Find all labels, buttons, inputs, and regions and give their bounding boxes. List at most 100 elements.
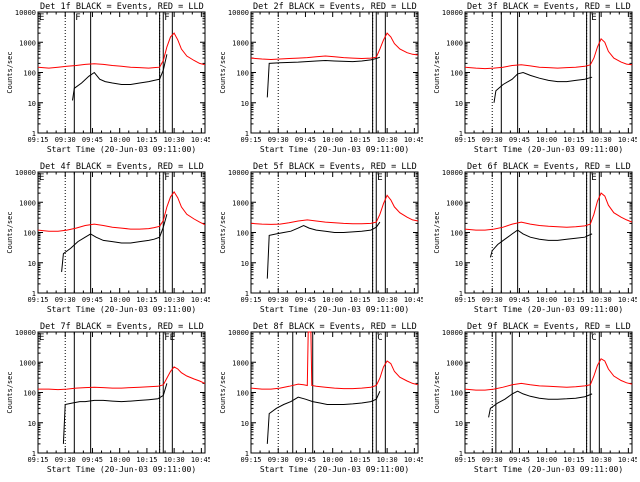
det-1f-panel: Det 1f BLACK = Events, RED = LLD 1 10 100 10… [0, 0, 212, 158]
lld-series-line [464, 358, 633, 391]
x-tick-label: 09:45 [82, 296, 103, 304]
lld-series-line [37, 191, 206, 232]
y-tick-label: 10 [455, 100, 463, 108]
y-axis-label: Counts/sec [6, 211, 14, 253]
lld-series-line [250, 194, 419, 225]
x-tick-label: 09:15 [27, 296, 48, 304]
x-tick-label: 10:15 [563, 136, 584, 144]
x-tick-label: 10:15 [349, 456, 370, 464]
det-1f-chart: Det 1f BLACK = Events, RED = LLD 1 10 100 10… [6, 2, 212, 154]
x-axis-label: Start Time (20-Jun-03 09:11:00) [260, 145, 409, 154]
x-tick-label: 10:15 [563, 296, 584, 304]
y-tick-label: 10 [455, 260, 463, 268]
y-tick-label: 1 [245, 130, 249, 138]
events-series-line [61, 214, 168, 272]
events-series-line [62, 383, 168, 444]
y-tick-label: 100 [450, 70, 463, 78]
lld-series-line [38, 366, 206, 391]
interval-letter: E [591, 173, 596, 183]
x-tick-label: 09:45 [295, 296, 316, 304]
x-tick-label: 10:45 [618, 136, 637, 144]
x-tick-label: 10:15 [349, 296, 370, 304]
interval-letter: F [75, 13, 80, 23]
y-tick-label: 10000 [442, 169, 463, 177]
x-tick-label: 10:45 [191, 296, 210, 304]
x-tick-label: 10:30 [377, 456, 398, 464]
y-tick-label: 100 [450, 230, 463, 238]
x-tick-label: 09:30 [482, 296, 503, 304]
x-axis-label: Start Time (20-Jun-03 09:11:00) [260, 305, 409, 314]
x-tick-label: 10:45 [191, 456, 210, 464]
x-tick-label: 10:00 [322, 296, 343, 304]
x-tick-label: 10:45 [191, 136, 210, 144]
chart-title: Det 5f BLACK = Events, RED = LLD [253, 162, 417, 172]
events-series-line [489, 229, 593, 258]
chart-title: Det 6f BLACK = Events, RED = LLD [467, 162, 631, 172]
x-tick-label: 10:45 [404, 136, 423, 144]
y-tick-label: 1000 [19, 39, 36, 47]
x-tick-label: 10:00 [109, 296, 130, 304]
y-tick-label: 10000 [15, 9, 36, 17]
interval-letter: E [591, 13, 596, 23]
plot-frame [37, 331, 206, 454]
x-tick-label: 09:45 [295, 136, 316, 144]
y-tick-label: 10000 [442, 9, 463, 17]
y-tick-label: 1000 [446, 39, 463, 47]
x-tick-label: 10:30 [377, 296, 398, 304]
x-tick-label: 10:45 [618, 456, 637, 464]
chart-title: Det 2f BLACK = Events, RED = LLD [253, 2, 417, 12]
interval-letter: C [377, 333, 382, 343]
y-tick-label: 1 [32, 290, 36, 298]
x-tick-label: 10:00 [109, 136, 130, 144]
y-tick-label: 100 [236, 230, 249, 238]
x-tick-label: 10:00 [536, 136, 557, 144]
interval-letter: E [39, 173, 44, 183]
x-axis-label: Start Time (20-Jun-03 09:11:00) [474, 145, 623, 154]
x-axis-label: Start Time (20-Jun-03 09:11:00) [47, 145, 196, 154]
y-tick-label: 100 [23, 70, 36, 78]
y-tick-label: 1 [459, 130, 463, 138]
x-tick-label: 10:30 [164, 456, 185, 464]
events-series-line [72, 54, 168, 101]
y-tick-label: 10000 [228, 169, 249, 177]
det-4f-chart: Det 4f BLACK = Events, RED = LLD 1 10 100 10… [6, 162, 212, 314]
events-series-line [488, 390, 593, 418]
x-tick-label: 10:00 [322, 136, 343, 144]
x-tick-label: 09:30 [55, 136, 76, 144]
y-tick-label: 100 [23, 230, 36, 238]
events-series-line [266, 56, 381, 98]
det-5f-panel: Det 5f BLACK = Events, RED = LLD 1 10 100 10… [213, 160, 425, 318]
y-axis-label: Counts/sec [6, 51, 14, 93]
y-tick-label: 1000 [232, 39, 249, 47]
lld-series-line [250, 331, 419, 390]
y-tick-label: 10 [455, 420, 463, 428]
lld-series-line [464, 37, 633, 70]
lld-series-line [464, 192, 633, 231]
x-tick-label: 09:30 [268, 456, 289, 464]
x-tick-label: 10:45 [618, 296, 637, 304]
x-tick-label: 09:15 [240, 456, 261, 464]
y-tick-label: 1000 [19, 359, 36, 367]
x-tick-label: 09:15 [454, 296, 475, 304]
x-tick-label: 09:45 [509, 456, 530, 464]
x-tick-label: 10:30 [164, 136, 185, 144]
det-8f-chart: Det 8f BLACK = Events, RED = LLD 1 10 100 10… [219, 322, 425, 474]
x-axis-label: Start Time (20-Jun-03 09:11:00) [47, 465, 196, 474]
det-6f-panel: Det 6f BLACK = Events, RED = LLD 1 10 100 10… [427, 160, 639, 318]
det-3f-panel: Det 3f BLACK = Events, RED = LLD 1 10 100 10… [427, 0, 639, 158]
interval-letter: FE [164, 333, 175, 343]
y-tick-label: 1000 [232, 359, 249, 367]
x-tick-label: 10:15 [136, 136, 157, 144]
y-axis-label: Counts/sec [219, 211, 227, 253]
y-axis-label: Counts/sec [219, 51, 227, 93]
det-9f-chart: Det 9f BLACK = Events, RED = LLD 1 10 100 10… [433, 322, 639, 474]
x-tick-label: 09:30 [482, 456, 503, 464]
lld-series-line [250, 32, 419, 61]
y-tick-label: 100 [23, 390, 36, 398]
det-5f-chart: Det 5f BLACK = Events, RED = LLD 1 10 100 10… [219, 162, 425, 314]
det-4f-panel: Det 4f BLACK = Events, RED = LLD 1 10 100 10… [0, 160, 212, 318]
plot-frame [250, 11, 419, 134]
y-tick-label: 10 [28, 260, 36, 268]
y-tick-label: 10 [241, 260, 249, 268]
y-tick-label: 1000 [446, 359, 463, 367]
